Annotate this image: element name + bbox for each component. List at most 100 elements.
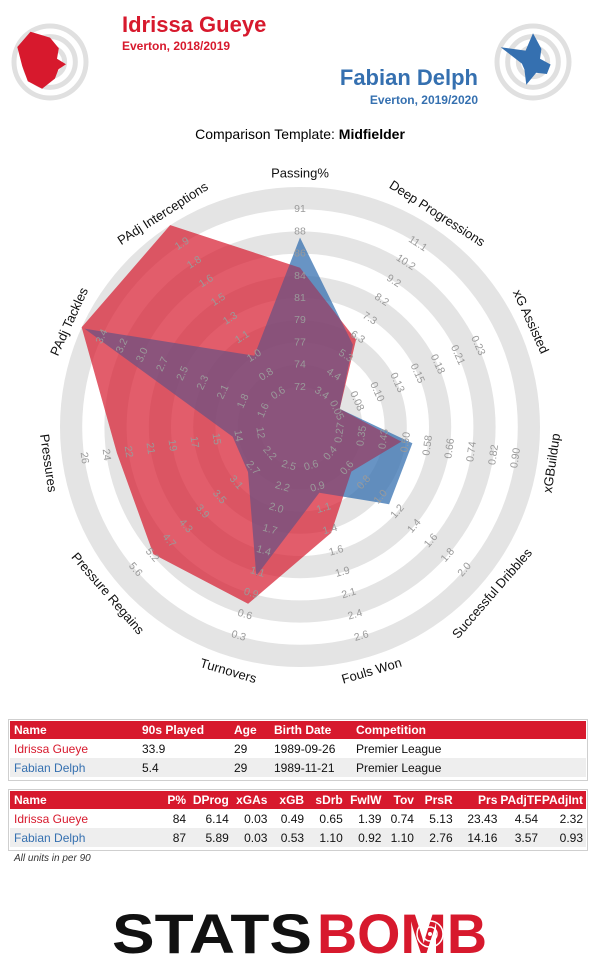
radar-tick-label: 3.0: [134, 346, 151, 364]
stats-table-row: Fabian Delph 87 5.89 0.03 0.53 1.10 0.92 1.10 2.…: [10, 828, 586, 847]
radar-tick-label: 1.6: [255, 401, 272, 419]
radar-axis-label: Passing%: [271, 166, 329, 181]
stats-table-cell: 14.16: [455, 828, 501, 847]
stats-table-cell: 2.76: [416, 828, 456, 847]
stats-table-frame: [8, 789, 588, 851]
radar-tick-label: 19: [166, 439, 180, 452]
radar-tick-label: 1.8: [235, 392, 252, 410]
info-table: Name 90s Played Age Birth Date Competition I…: [10, 721, 586, 777]
stats-table-cell: 0.65: [319, 811, 343, 826]
player2-team-season: Everton, 2019/2020: [370, 93, 478, 107]
radar-polygon-series-2: [84, 237, 413, 576]
radar-tick-label: 2.0: [267, 500, 285, 516]
player1-radar-icon: [11, 23, 89, 101]
stats-table-cell: 0.74: [390, 811, 414, 826]
player1-name: Idrissa Gueye: [122, 12, 266, 37]
radar-polygon-series-1-overlay: [81, 225, 402, 604]
stats-table-row: Idrissa Gueye 84 6.14 0.03 0.49 0.65 1.39 0.74 5…: [10, 809, 586, 828]
info-table-header: Name 90s Played Age Birth Date Competition: [10, 721, 586, 739]
player2-name: Fabian Delph: [340, 65, 478, 90]
radar-tick-label: 1.1: [249, 564, 267, 580]
info-table-cell: 29: [230, 758, 270, 777]
info-table-cell: Premier League: [352, 758, 586, 777]
info-table-cell: 29: [234, 741, 248, 756]
units-note: All units in per 90: [14, 853, 91, 864]
icon-polygon: [17, 31, 66, 89]
stats-table-header-cell: PrsR: [416, 791, 456, 809]
radar-tick-label: 1.6: [328, 543, 346, 559]
icon-polygon: [500, 33, 551, 85]
radar-tick-label: 1.9: [334, 564, 352, 580]
radar-tick-label: 2.3: [194, 373, 211, 391]
stats-table-cell: 0.93: [541, 828, 586, 847]
stats-table-header-cell: xGB: [270, 791, 308, 809]
radar-chart: Idrissa Gueye Everton, 2018/2019 Fabian …: [11, 12, 572, 687]
stats-table-cell: 5.13: [429, 811, 453, 826]
statsbomb-logo: STATS BOMB: [112, 903, 487, 963]
stats-table-header-cell: sDrb: [307, 791, 346, 809]
stats-table-cell: 3.57: [500, 828, 542, 847]
radar-tick-label: 14: [231, 429, 245, 442]
radar-tick-label: 0.9: [242, 586, 260, 602]
radar-tick-label: 1.4: [255, 543, 273, 559]
logo-text-bomb: BOMB: [317, 903, 487, 963]
stats-table-header-cell: PAdjInt: [541, 791, 586, 809]
radar-tick-label: 2.5: [280, 458, 298, 474]
stats-table-cell: 4.54: [514, 811, 539, 826]
stats-table-header-cell: Tov: [384, 791, 417, 809]
radar-tick-label: 3.2: [114, 336, 131, 354]
radar-polygons: [81, 225, 413, 604]
radar-tick-label: 1.4: [321, 522, 339, 538]
radar-tick-label: 0.35: [354, 425, 369, 447]
radar-tick-label: 2.1: [215, 383, 232, 401]
stats-table-header-cell: xGAs: [231, 791, 271, 809]
radar-tick-label: 3.4: [93, 327, 110, 345]
radar-tick-label: 79: [294, 314, 306, 326]
info-table-header-cell: 90s Played: [138, 721, 230, 739]
info-table-header-cell: Name: [10, 721, 138, 739]
radar-tick-label: 88: [294, 225, 306, 237]
stats-table-header-cell: FwlW: [345, 791, 385, 809]
radar-tick-label: 2.7: [154, 355, 171, 373]
radar-tick-label: 77: [294, 336, 306, 348]
stats-table-cell: 0.53: [270, 828, 308, 847]
radar-tick-label: 72: [294, 381, 306, 393]
info-table-player-name: Idrissa Gueye: [14, 741, 89, 756]
info-table-player-name: Fabian Delph: [10, 758, 138, 777]
stats-table-cell: 0.03: [244, 811, 268, 826]
radar-tick-label: 2.5: [174, 364, 191, 382]
stats-table-header-cell: Name: [10, 791, 131, 809]
radar-tick-label: 0.27: [332, 422, 347, 444]
stats-table-header: Name P% DProg xGAs xGB sDrb FwlW Tov PrsR Prs PAdj…: [10, 791, 586, 809]
stats-table-cell: 6.14: [205, 811, 229, 826]
stats-table-cell: 1.39: [358, 811, 382, 826]
radar-tick-label: 17: [188, 436, 202, 449]
radar-tick-label: 0.6: [236, 607, 254, 623]
stats-table-player-name: Fabian Delph: [10, 828, 131, 847]
info-table-frame: [8, 719, 588, 781]
radar-tick-label: 2.1: [340, 586, 358, 602]
radar-tick-label: 15: [210, 432, 224, 445]
stats-table-cell: 2.32: [559, 811, 583, 826]
radar-tick-label: 81: [294, 292, 306, 304]
info-table-cell: 1989-11-21: [270, 758, 352, 777]
player1-team-season: Everton, 2018/2019: [122, 39, 230, 53]
radar-tick-label: 2.2: [274, 479, 292, 495]
player2-radar-icon: [494, 23, 572, 101]
radar-tick-label: 0.6: [303, 458, 321, 474]
stats-table-cell: 87: [130, 828, 190, 847]
radar-axis-label: Pressures: [37, 433, 60, 494]
radar-tick-label: 0.43: [376, 428, 391, 450]
stats-table-header-cell: Prs: [455, 791, 501, 809]
stats-table-cell: 0.92: [345, 828, 385, 847]
radar-tick-label: 0.74: [464, 441, 479, 463]
radar-tick-label: 1.1: [315, 500, 333, 516]
radar-tick-label: 84: [294, 270, 306, 282]
radar-tick-label: 24: [100, 448, 114, 461]
radar-tick-label: 86: [294, 248, 306, 260]
radar-tick-label: 12: [253, 426, 267, 439]
radar-tick-label: 26: [78, 451, 92, 464]
radar-tick-label: 22: [122, 445, 136, 458]
stats-table-cell: 84: [172, 811, 187, 826]
radar-tick-label: 0.66: [442, 437, 457, 459]
